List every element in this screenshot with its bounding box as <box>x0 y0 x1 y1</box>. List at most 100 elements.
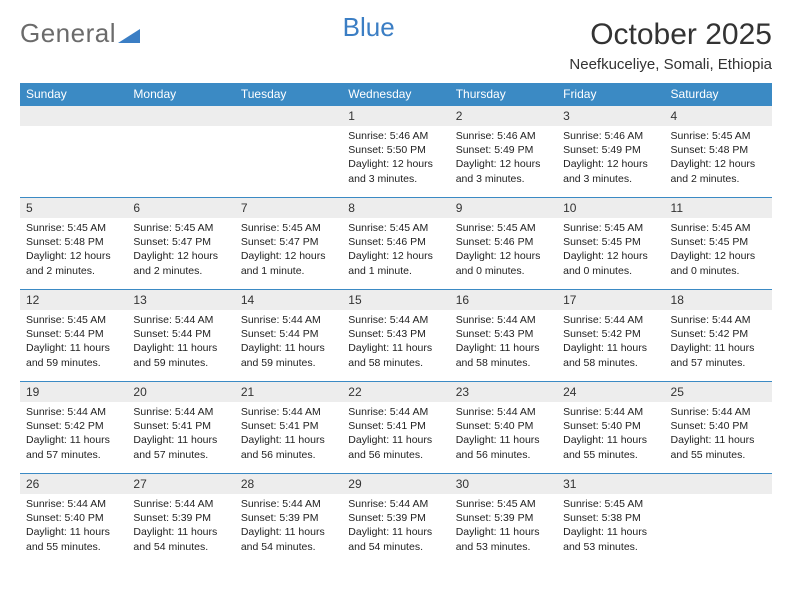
daylight-line: Daylight: 12 hours and 0 minutes. <box>563 249 658 277</box>
daylight-line: Daylight: 11 hours and 58 minutes. <box>348 341 443 369</box>
daylight-line: Daylight: 11 hours and 58 minutes. <box>456 341 551 369</box>
daylight-line: Daylight: 11 hours and 59 minutes. <box>26 341 121 369</box>
day-number: 14 <box>235 290 342 310</box>
sunset-line: Sunset: 5:45 PM <box>563 235 658 249</box>
sunrise-line: Sunrise: 5:45 AM <box>456 221 551 235</box>
calendar-cell: 31Sunrise: 5:45 AMSunset: 5:38 PMDayligh… <box>557 474 664 566</box>
daylight-line: Daylight: 11 hours and 57 minutes. <box>133 433 228 461</box>
daylight-line: Daylight: 12 hours and 3 minutes. <box>348 157 443 185</box>
day-number <box>127 106 234 126</box>
day-number: 12 <box>20 290 127 310</box>
daylight-line: Daylight: 12 hours and 3 minutes. <box>563 157 658 185</box>
day-number: 17 <box>557 290 664 310</box>
calendar-cell: 3Sunrise: 5:46 AMSunset: 5:49 PMDaylight… <box>557 106 664 198</box>
sunset-line: Sunset: 5:39 PM <box>241 511 336 525</box>
sunset-line: Sunset: 5:40 PM <box>563 419 658 433</box>
day-details: Sunrise: 5:46 AMSunset: 5:50 PMDaylight:… <box>342 126 449 188</box>
day-number: 30 <box>450 474 557 494</box>
calendar-cell: 22Sunrise: 5:44 AMSunset: 5:41 PMDayligh… <box>342 382 449 474</box>
daylight-line: Daylight: 12 hours and 2 minutes. <box>133 249 228 277</box>
sunset-line: Sunset: 5:42 PM <box>563 327 658 341</box>
calendar-cell: 15Sunrise: 5:44 AMSunset: 5:43 PMDayligh… <box>342 290 449 382</box>
sunset-line: Sunset: 5:39 PM <box>133 511 228 525</box>
day-details: Sunrise: 5:45 AMSunset: 5:39 PMDaylight:… <box>450 494 557 556</box>
day-details: Sunrise: 5:44 AMSunset: 5:42 PMDaylight:… <box>665 310 772 372</box>
day-number: 2 <box>450 106 557 126</box>
title-block: October 2025 Neefkuceliye, Somali, Ethio… <box>569 18 772 73</box>
day-number <box>665 474 772 494</box>
day-number: 7 <box>235 198 342 218</box>
day-number: 28 <box>235 474 342 494</box>
sunset-line: Sunset: 5:42 PM <box>26 419 121 433</box>
daylight-line: Daylight: 11 hours and 55 minutes. <box>26 525 121 553</box>
day-details: Sunrise: 5:44 AMSunset: 5:40 PMDaylight:… <box>557 402 664 464</box>
calendar-cell: 30Sunrise: 5:45 AMSunset: 5:39 PMDayligh… <box>450 474 557 566</box>
day-number: 5 <box>20 198 127 218</box>
sunset-line: Sunset: 5:46 PM <box>348 235 443 249</box>
calendar-cell: 4Sunrise: 5:45 AMSunset: 5:48 PMDaylight… <box>665 106 772 198</box>
weekday-header: Thursday <box>450 83 557 106</box>
day-number: 31 <box>557 474 664 494</box>
day-number: 25 <box>665 382 772 402</box>
day-details: Sunrise: 5:44 AMSunset: 5:43 PMDaylight:… <box>450 310 557 372</box>
day-number <box>235 106 342 126</box>
month-title: October 2025 <box>569 18 772 52</box>
day-details: Sunrise: 5:45 AMSunset: 5:45 PMDaylight:… <box>665 218 772 280</box>
sunset-line: Sunset: 5:47 PM <box>241 235 336 249</box>
calendar-cell <box>127 106 234 198</box>
sunset-line: Sunset: 5:40 PM <box>26 511 121 525</box>
daylight-line: Daylight: 12 hours and 2 minutes. <box>671 157 766 185</box>
day-details: Sunrise: 5:45 AMSunset: 5:48 PMDaylight:… <box>665 126 772 188</box>
day-number: 11 <box>665 198 772 218</box>
daylight-line: Daylight: 12 hours and 1 minute. <box>348 249 443 277</box>
sunset-line: Sunset: 5:42 PM <box>671 327 766 341</box>
calendar-cell: 6Sunrise: 5:45 AMSunset: 5:47 PMDaylight… <box>127 198 234 290</box>
daylight-line: Daylight: 11 hours and 53 minutes. <box>456 525 551 553</box>
header: GeneralBlue October 2025 Neefkuceliye, S… <box>20 18 772 73</box>
brand-part2: Blue <box>343 12 395 43</box>
sunrise-line: Sunrise: 5:45 AM <box>26 313 121 327</box>
daylight-line: Daylight: 11 hours and 58 minutes. <box>563 341 658 369</box>
calendar-cell: 25Sunrise: 5:44 AMSunset: 5:40 PMDayligh… <box>665 382 772 474</box>
sunrise-line: Sunrise: 5:45 AM <box>671 129 766 143</box>
weekday-header: Sunday <box>20 83 127 106</box>
calendar-cell: 12 Sunrise: 5:45 AMSunset: 5:44 PMDayligh… <box>20 290 127 382</box>
sunrise-line: Sunrise: 5:46 AM <box>348 129 443 143</box>
daylight-line: Daylight: 11 hours and 55 minutes. <box>563 433 658 461</box>
brand-part1: General <box>20 18 116 49</box>
weekday-header: Saturday <box>665 83 772 106</box>
day-details: Sunrise: 5:44 AMSunset: 5:43 PMDaylight:… <box>342 310 449 372</box>
sunset-line: Sunset: 5:49 PM <box>563 143 658 157</box>
sunrise-line: Sunrise: 5:45 AM <box>456 497 551 511</box>
day-number: 13 <box>127 290 234 310</box>
sunset-line: Sunset: 5:44 PM <box>26 327 121 341</box>
daylight-line: Daylight: 12 hours and 0 minutes. <box>456 249 551 277</box>
sunrise-line: Sunrise: 5:45 AM <box>348 221 443 235</box>
day-number: 21 <box>235 382 342 402</box>
calendar-cell: 28Sunrise: 5:44 AMSunset: 5:39 PMDayligh… <box>235 474 342 566</box>
day-details: Sunrise: 5:44 AMSunset: 5:40 PMDaylight:… <box>665 402 772 464</box>
calendar-week-row: 5 Sunrise: 5:45 AM Sunset: 5:48 PM Daylight… <box>20 198 772 290</box>
sunrise-line: Sunrise: 5:44 AM <box>348 497 443 511</box>
sunrise-line: Sunrise: 5:44 AM <box>133 313 228 327</box>
calendar-cell: 11Sunrise: 5:45 AMSunset: 5:45 PMDayligh… <box>665 198 772 290</box>
sunrise-line: Sunrise: 5:45 AM <box>671 221 766 235</box>
day-details: Sunrise: 5:44 AMSunset: 5:40 PMDaylight:… <box>20 494 127 556</box>
daylight-line: Daylight: 11 hours and 59 minutes. <box>241 341 336 369</box>
daylight-line: Daylight: 11 hours and 54 minutes. <box>348 525 443 553</box>
day-number: 26 <box>20 474 127 494</box>
day-details: Sunrise: 5:44 AMSunset: 5:39 PMDaylight:… <box>127 494 234 556</box>
sunset-line: Sunset: 5:48 PM <box>26 235 121 249</box>
day-details: Sunrise: 5:45 AMSunset: 5:38 PMDaylight:… <box>557 494 664 556</box>
day-details: Sunrise: 5:44 AMSunset: 5:41 PMDaylight:… <box>235 402 342 464</box>
day-number: 9 <box>450 198 557 218</box>
calendar-table: Sunday Monday Tuesday Wednesday Thursday… <box>20 83 772 566</box>
sunrise-line: Sunrise: 5:44 AM <box>563 405 658 419</box>
sunrise-line: Sunrise: 5:44 AM <box>456 313 551 327</box>
calendar-cell: 21Sunrise: 5:44 AMSunset: 5:41 PMDayligh… <box>235 382 342 474</box>
day-number: 1 <box>342 106 449 126</box>
sunrise-line: Sunrise: 5:44 AM <box>348 313 443 327</box>
calendar-cell <box>665 474 772 566</box>
calendar-week-row: 1Sunrise: 5:46 AMSunset: 5:50 PMDaylight… <box>20 106 772 198</box>
daylight-line: Daylight: 12 hours and 1 minute. <box>241 249 336 277</box>
